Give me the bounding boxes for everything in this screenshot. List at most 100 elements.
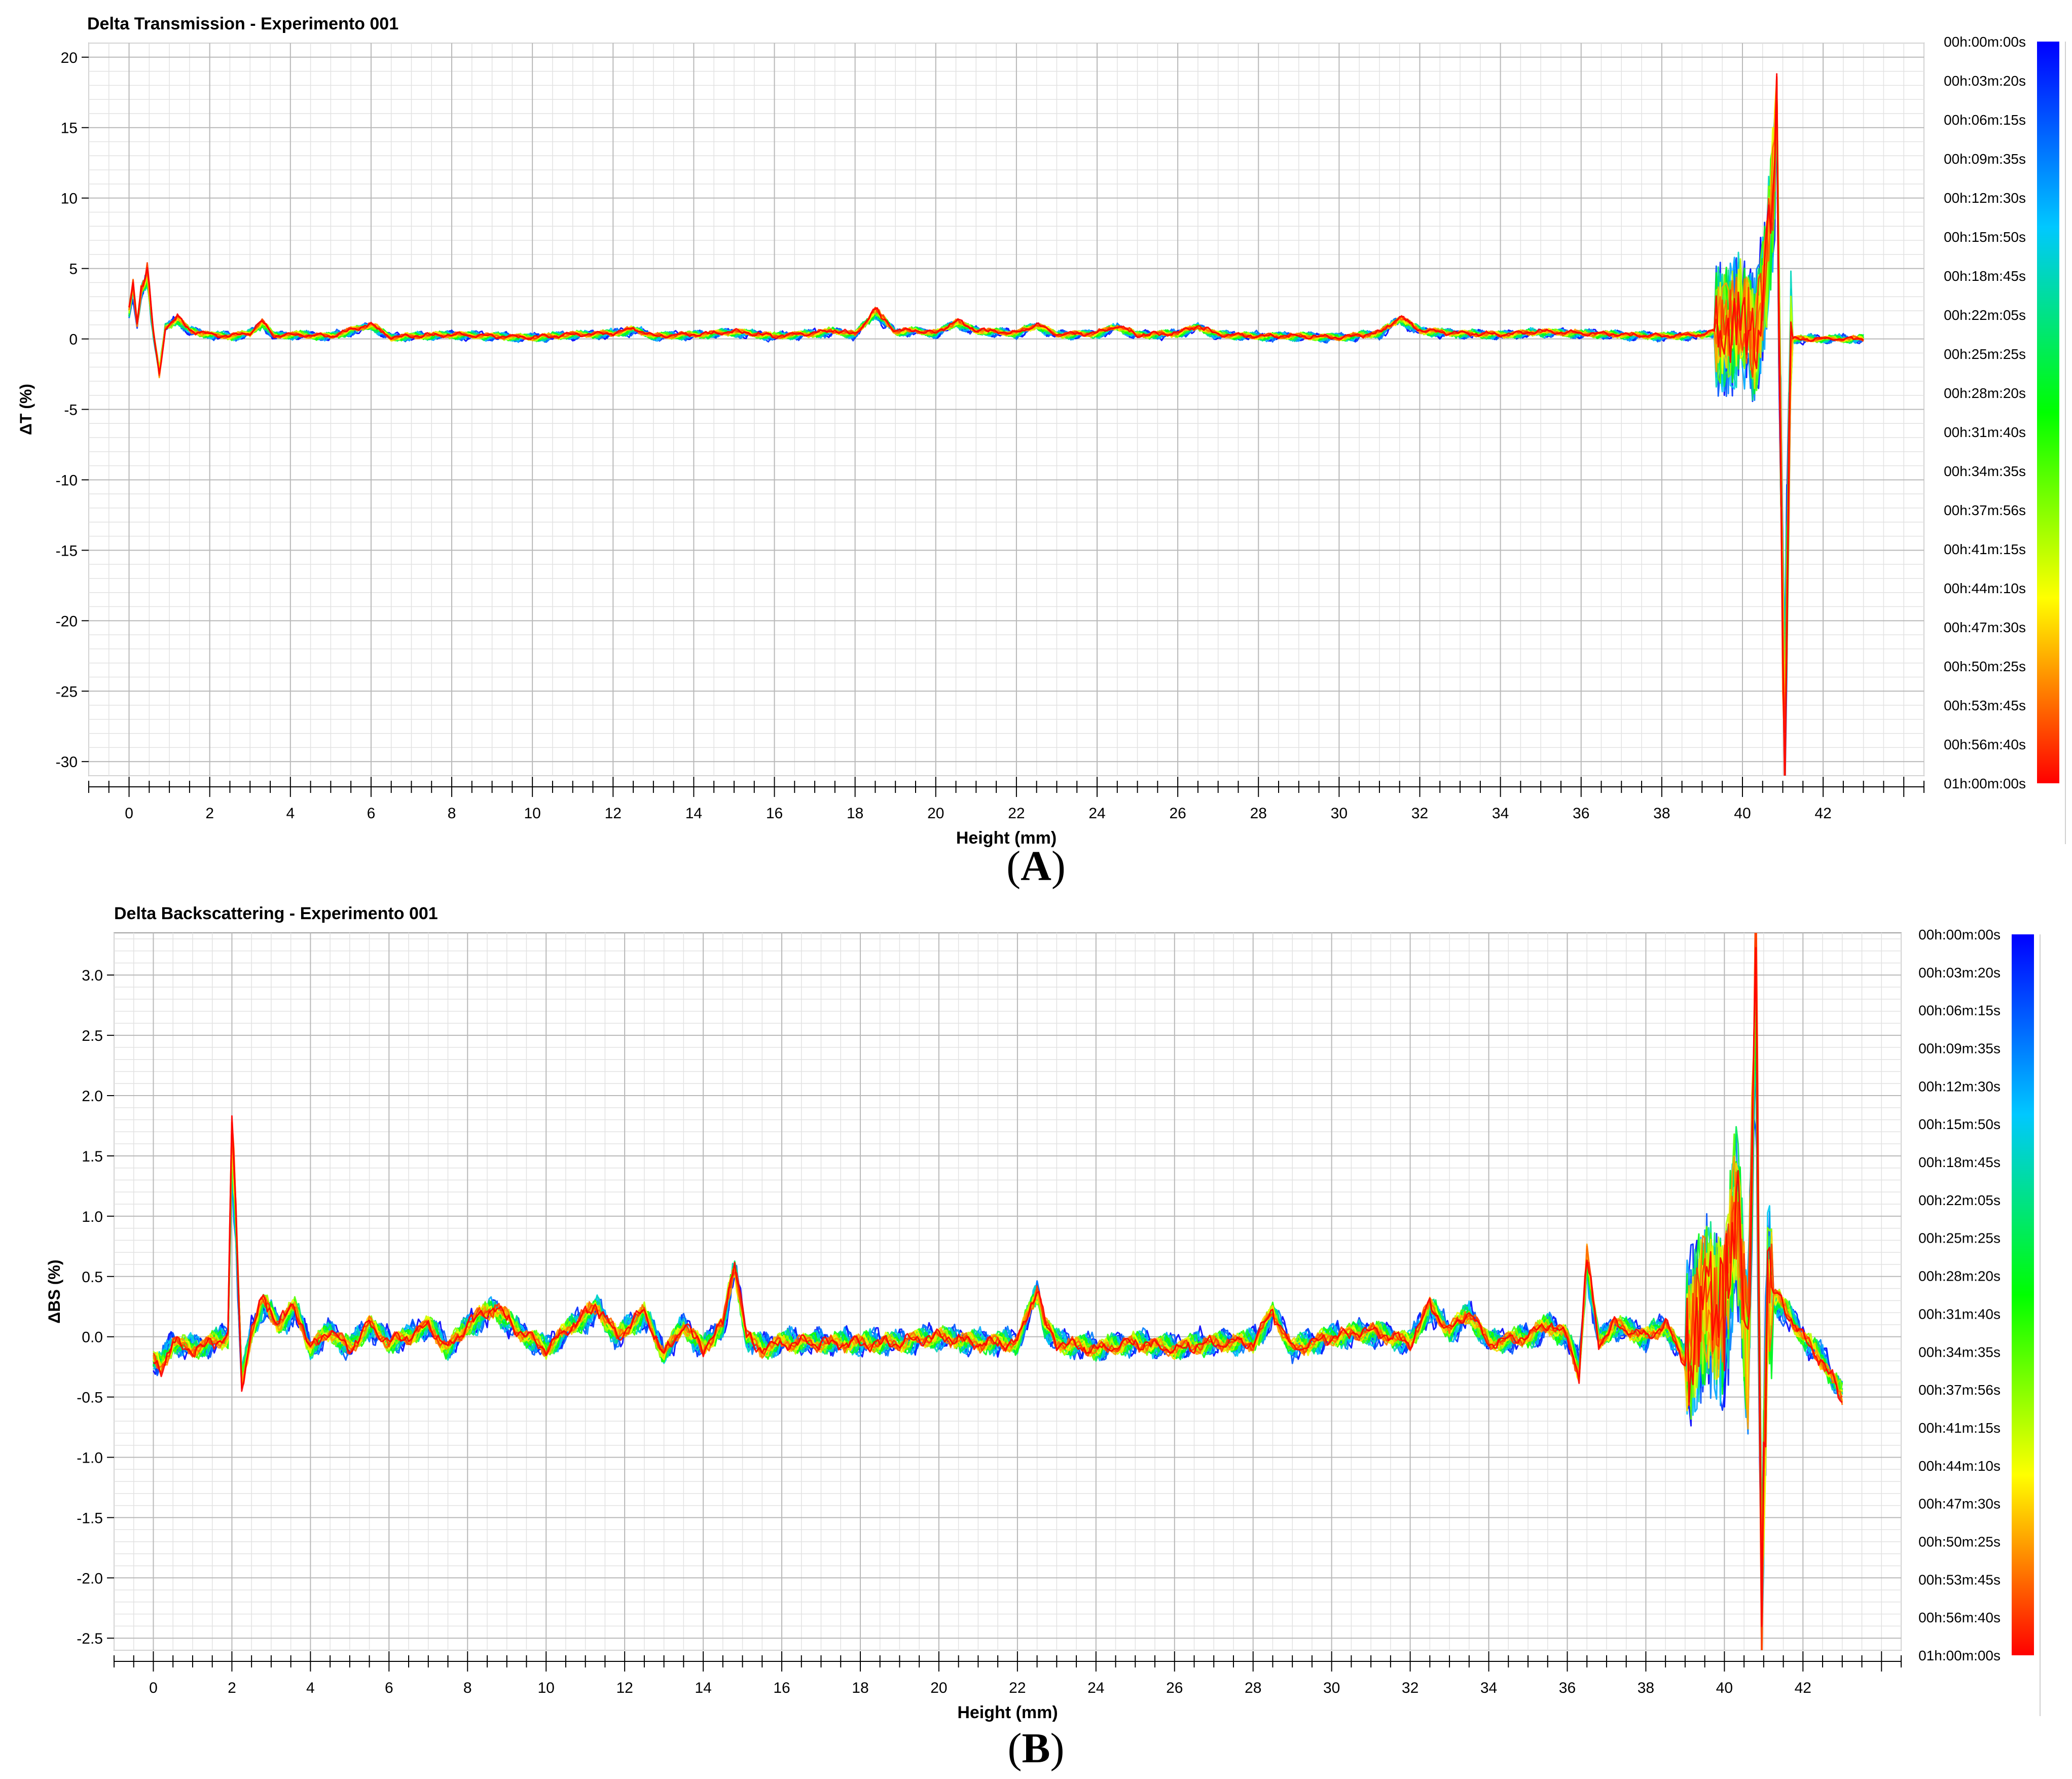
colorbar-label: 00h:44m:10s [1918,1458,2001,1474]
x-tick-label: 20 [927,805,944,822]
colorbar-label: 00h:50m:25s [1944,659,2026,674]
chart-panel-a: Delta Transmission - Experimento 001 20 15… [17,14,2066,848]
x-tick-label: 36 [1559,1680,1576,1696]
y-tick-label: -1.5 [77,1510,103,1527]
x-tick-label: 40 [1734,805,1751,822]
y-tick-label: 10 [61,191,78,207]
colorbar-label: 00h:56m:40s [1944,737,2026,752]
colorbar-label: 00h:18m:45s [1918,1154,2001,1170]
x-tick-label: 2 [205,805,214,822]
colorbar-label: 01h:00m:00s [1944,776,2026,791]
x-tick-label: 28 [1245,1680,1261,1696]
colorbar-label: 00h:25m:25s [1918,1230,2001,1246]
y-tick-label: -5 [64,402,78,419]
y-tick-label: -2.5 [77,1630,103,1647]
colorbar-label: 00h:06m:15s [1918,1003,2001,1019]
x-tick-label: 6 [367,805,376,822]
y-axis-title: ΔT (%) [17,384,35,435]
x-tick-label: 28 [1250,805,1267,822]
x-tick-label: 40 [1716,1680,1733,1696]
x-tick-label: 22 [1008,805,1025,822]
x-tick-label: 34 [1480,1680,1497,1696]
data-series-group [153,933,1843,1650]
x-tick-label: 16 [766,805,783,822]
colorbar-label: 00h:00m:00s [1918,927,2001,942]
y-axis-title: ΔBS (%) [45,1259,63,1323]
chart-title: Delta Transmission - Experimento 001 [87,14,398,33]
x-tick-label: 10 [538,1680,555,1696]
x-tick-label: 0 [125,805,133,822]
colorbar [2037,42,2059,783]
colorbar-label: 00h:03m:20s [1918,965,2001,981]
chart-title: Delta Backscattering - Experimento 001 [114,904,438,923]
x-tick-label: 8 [463,1680,472,1696]
colorbar-label: 00h:15m:50s [1918,1116,2001,1132]
y-tick-label: 20 [61,50,78,66]
y-tick-label: -2.0 [77,1570,103,1587]
colorbar-label: 00h:53m:45s [1944,698,2026,713]
x-tick-label: 26 [1169,805,1186,822]
x-tick-label: 34 [1492,805,1509,822]
data-series-line [128,73,1864,776]
x-tick-label: 12 [616,1680,633,1696]
colorbar-label: 00h:47m:30s [1918,1496,2001,1512]
data-series-group [128,73,1865,776]
colorbar-label: 00h:15m:50s [1944,229,2026,245]
backscattering-chart: Delta Backscattering - Experimento 001 3.… [45,904,2041,1722]
y-tick-label: -0.5 [77,1390,103,1406]
colorbar-label: 00h:09m:35s [1944,151,2026,167]
y-tick-label: 1.0 [82,1209,103,1225]
y-tick-label: 1.5 [82,1148,103,1165]
y-tick-label: -10 [56,472,78,489]
y-tick-label: 2.5 [82,1028,103,1044]
x-tick-label: 24 [1088,805,1105,822]
x-tick-label: 24 [1087,1680,1104,1696]
x-tick-label: 14 [685,805,702,822]
x-tick-label: 38 [1638,1680,1654,1696]
x-tick-label: 8 [448,805,456,822]
colorbar [2012,934,2034,1655]
x-tick-label: 2 [228,1680,236,1696]
colorbar-label: 00h:18m:45s [1944,268,2026,284]
x-tick-label: 4 [286,805,295,822]
colorbar-label: 00h:44m:10s [1944,580,2026,596]
colorbar-label: 00h:28m:20s [1918,1268,2001,1284]
colorbar-label: 00h:50m:25s [1918,1534,2001,1549]
x-tick-label: 32 [1402,1680,1419,1696]
colorbar-label: 00h:31m:40s [1918,1306,2001,1322]
transmission-chart: Delta Transmission - Experimento 0012015… [17,14,2066,848]
y-tick-label: -15 [56,542,78,559]
colorbar-label: 00h:53m:45s [1918,1572,2001,1587]
plot-area [114,932,1902,1651]
colorbar-label: 00h:41m:15s [1918,1420,2001,1436]
colorbar-label: 00h:22m:05s [1944,307,2026,323]
x-axis-title: Height (mm) [957,1703,1058,1722]
x-tick-label: 30 [1323,1680,1340,1696]
y-tick-label: 2.0 [82,1088,103,1105]
chart-panel-b: Delta Backscattering - Experimento 001 3.… [0,890,2072,1779]
x-axis-title: Height (mm) [956,828,1057,848]
x-tick-label: 14 [695,1680,711,1696]
y-tick-label: 15 [61,120,78,137]
caption-b: (B) [1007,1725,1065,1772]
x-tick-label: 4 [306,1680,315,1696]
y-tick-label: -30 [56,754,78,771]
y-tick-label: -25 [56,683,78,700]
colorbar-label: 00h:00m:00s [1944,34,2026,50]
x-tick-label: 18 [847,805,863,822]
y-tick-label: 5 [69,261,78,278]
colorbar-label: 00h:09m:35s [1918,1041,2001,1057]
colorbar-label: 00h:31m:40s [1944,424,2026,440]
x-tick-label: 38 [1653,805,1670,822]
x-tick-label: 36 [1573,805,1589,822]
y-tick-label: 0.0 [82,1329,103,1346]
x-tick-label: 26 [1166,1680,1183,1696]
y-tick-label: 0 [69,332,78,348]
x-tick-label: 6 [385,1680,393,1696]
x-tick-label: 32 [1411,805,1428,822]
colorbar-label: 00h:34m:35s [1918,1344,2001,1360]
caption-a: (A) [1006,843,1066,890]
x-tick-label: 30 [1331,805,1348,822]
x-tick-label: 18 [852,1680,868,1696]
colorbar-label: 00h:03m:20s [1944,73,2026,89]
